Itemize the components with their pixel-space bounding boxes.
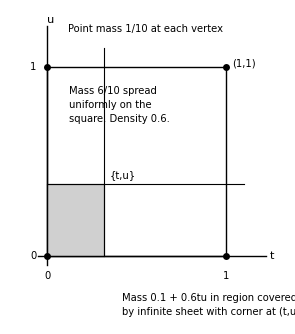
Text: Point mass 1/10 at each vertex: Point mass 1/10 at each vertex bbox=[68, 24, 223, 34]
Text: 0: 0 bbox=[30, 250, 36, 261]
Text: (1,1): (1,1) bbox=[232, 59, 255, 69]
Text: t: t bbox=[269, 250, 274, 261]
Bar bbox=[47, 184, 104, 256]
Text: Mass 0.1 + 0.6tu in region covered
by infinite sheet with corner at (t,u).: Mass 0.1 + 0.6tu in region covered by in… bbox=[122, 293, 295, 317]
Text: {t,u}: {t,u} bbox=[110, 170, 136, 180]
Text: Mass 6/10 spread
uniformly on the
square. Density 0.6.: Mass 6/10 spread uniformly on the square… bbox=[68, 86, 169, 124]
Text: 1: 1 bbox=[223, 271, 230, 281]
Text: 0: 0 bbox=[44, 271, 50, 281]
Text: u: u bbox=[47, 15, 54, 25]
Text: 1: 1 bbox=[30, 62, 36, 72]
